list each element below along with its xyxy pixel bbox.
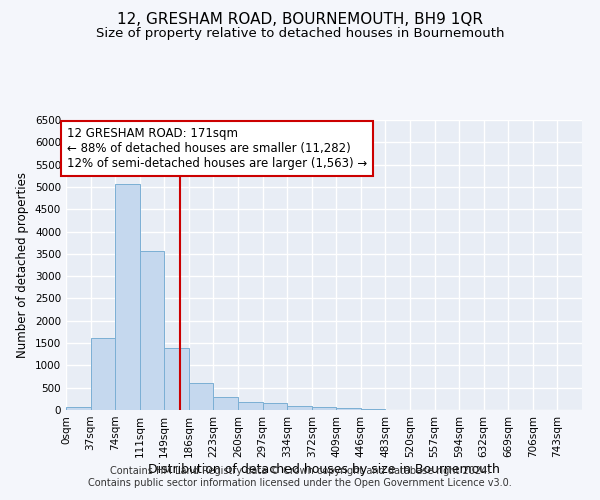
Bar [66,406,91,410]
Y-axis label: Number of detached properties: Number of detached properties [16,172,29,358]
X-axis label: Distribution of detached houses by size in Bournemouth: Distribution of detached houses by size … [148,462,500,475]
Bar [214,396,238,410]
Bar [336,408,361,410]
Text: Size of property relative to detached houses in Bournemouth: Size of property relative to detached ho… [96,28,504,40]
Bar [189,383,214,410]
Bar [361,408,385,410]
Text: Contains HM Land Registry data © Crown copyright and database right 2024.
Contai: Contains HM Land Registry data © Crown c… [88,466,512,487]
Bar [164,348,189,410]
Text: 12 GRESHAM ROAD: 171sqm
← 88% of detached houses are smaller (11,282)
12% of sem: 12 GRESHAM ROAD: 171sqm ← 88% of detache… [67,126,368,170]
Text: 12, GRESHAM ROAD, BOURNEMOUTH, BH9 1QR: 12, GRESHAM ROAD, BOURNEMOUTH, BH9 1QR [117,12,483,28]
Bar [140,250,164,410]
Bar [91,338,115,410]
Bar [263,404,287,410]
Bar [312,408,336,410]
Bar [115,184,140,410]
Bar [238,402,263,410]
Bar [287,406,312,410]
